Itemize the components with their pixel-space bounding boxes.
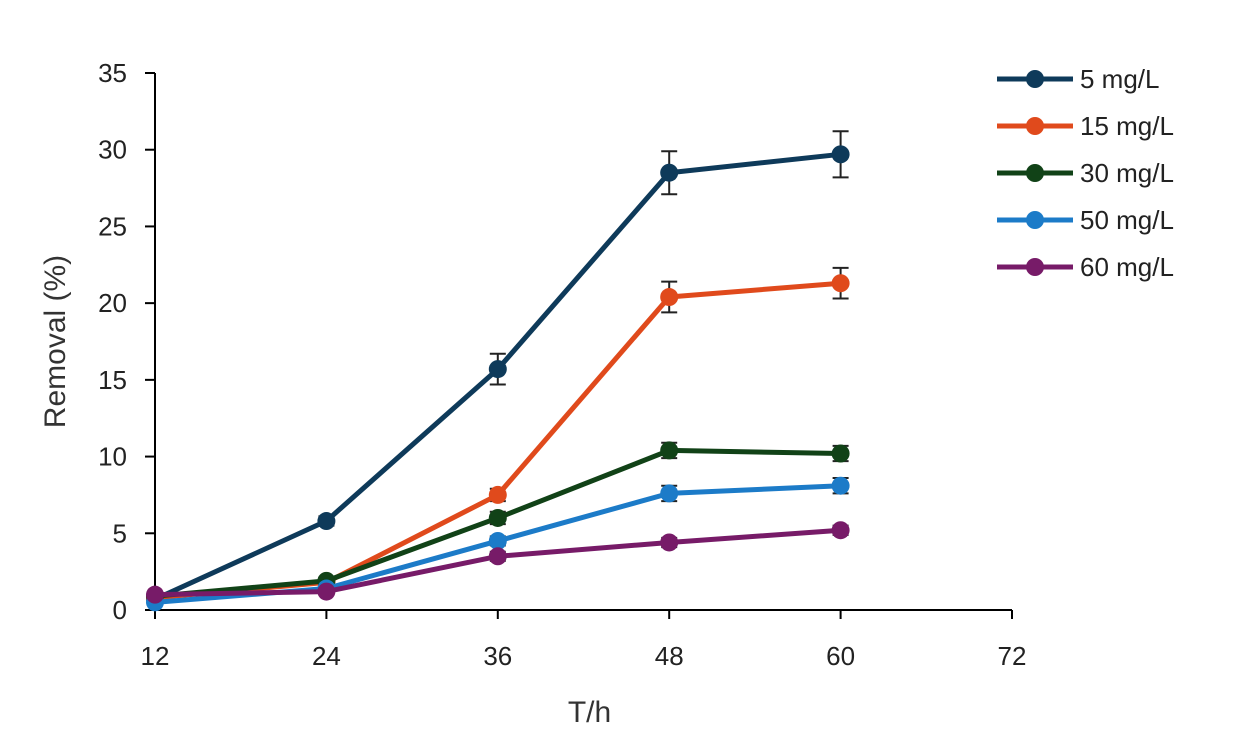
legend-marker <box>1026 258 1044 276</box>
legend-marker <box>1026 70 1044 88</box>
x-tick-label: 48 <box>655 641 684 671</box>
data-point <box>660 484 679 503</box>
legend-label: 5 mg/L <box>1080 64 1160 94</box>
legend-marker <box>1026 211 1044 229</box>
data-point <box>146 585 164 604</box>
y-tick-label: 5 <box>113 518 127 548</box>
y-tick-label: 30 <box>98 135 127 165</box>
legend-label: 60 mg/L <box>1080 252 1174 282</box>
data-point <box>831 145 850 164</box>
data-point <box>660 163 679 182</box>
data-point <box>488 531 507 550</box>
data-point <box>831 274 850 293</box>
legend-marker <box>1026 117 1044 135</box>
y-tick-label: 20 <box>98 288 127 318</box>
legend: 5 mg/L 15 mg/L 30 mg/L 50 mg/L 60 mg/L <box>997 64 1174 282</box>
data-point <box>488 547 507 566</box>
y-tick-label: 35 <box>98 58 127 88</box>
series-5 <box>146 521 850 604</box>
data-point <box>488 360 507 379</box>
data-point <box>488 485 507 504</box>
x-axis-title: T/h <box>568 696 611 729</box>
x-tick-label: 12 <box>141 641 170 671</box>
y-tick-label: 10 <box>98 442 127 472</box>
legend-marker <box>1026 164 1044 182</box>
data-point <box>831 521 850 540</box>
legend-entry: 5 mg/L <box>997 64 1160 94</box>
x-ticks: 12 24 36 48 60 72 <box>141 610 1027 671</box>
data-point <box>488 508 507 527</box>
data-point <box>317 582 336 601</box>
data-point <box>660 533 679 552</box>
legend-label: 50 mg/L <box>1080 205 1174 235</box>
series-3 <box>146 441 850 606</box>
legend-entry: 60 mg/L <box>997 252 1174 282</box>
data-point <box>831 476 850 495</box>
data-point <box>831 444 850 463</box>
y-tick-label: 0 <box>113 595 127 625</box>
x-tick-label: 24 <box>312 641 341 671</box>
y-tick-label: 25 <box>98 211 127 241</box>
x-tick-label: 36 <box>483 641 512 671</box>
y-ticks: 0 5 10 15 20 25 30 35 <box>98 58 155 625</box>
legend-label: 30 mg/L <box>1080 158 1174 188</box>
legend-entry: 15 mg/L <box>997 111 1174 141</box>
data-point <box>660 441 679 460</box>
legend-label: 15 mg/L <box>1080 111 1174 141</box>
legend-entry: 30 mg/L <box>997 158 1174 188</box>
y-tick-label: 15 <box>98 365 127 395</box>
data-point <box>660 288 679 307</box>
x-tick-label: 72 <box>998 641 1027 671</box>
x-tick-label: 60 <box>826 641 855 671</box>
legend-entry: 50 mg/L <box>997 205 1174 235</box>
y-axis-title: Removal (%) <box>39 255 72 428</box>
plot-area <box>146 130 850 612</box>
axes <box>154 73 1012 611</box>
data-point <box>317 512 336 531</box>
